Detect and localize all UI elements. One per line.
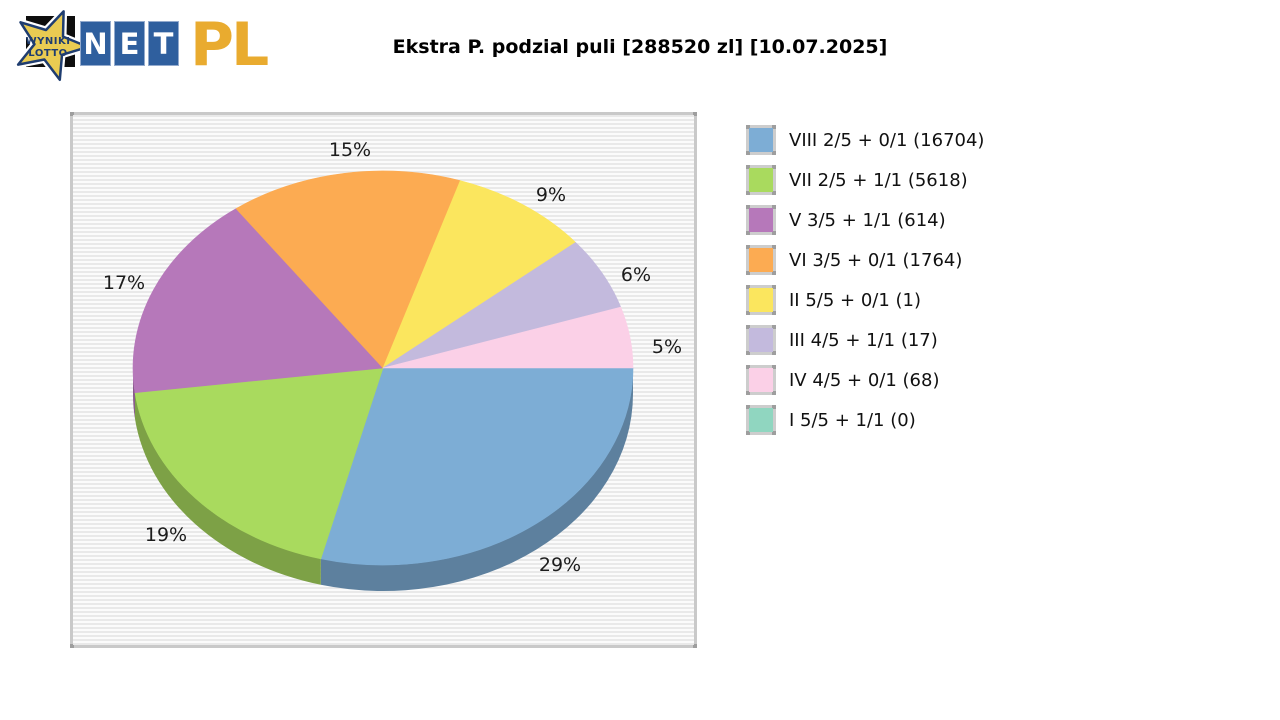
pie-percentage-label: 15%	[329, 139, 371, 161]
legend-label: VIII 2/5 + 0/1 (16704)	[789, 129, 985, 151]
pie-percentage-label: 19%	[145, 524, 187, 546]
legend-item: VII 2/5 + 1/1 (5618)	[746, 160, 984, 200]
chart-legend: VIII 2/5 + 0/1 (16704) VII 2/5 + 1/1 (561…	[746, 120, 984, 440]
legend-label: III 4/5 + 1/1 (17)	[789, 329, 938, 351]
legend-swatch	[746, 285, 776, 315]
legend-label: VI 3/5 + 0/1 (1764)	[789, 249, 963, 271]
pie-chart: 29% 19% 17% 15% 9% 6% 5%	[103, 139, 682, 591]
logo-star-text-2: LOTTO	[28, 48, 67, 59]
logo-pl-text: PL	[190, 10, 269, 80]
logo-tile-n: N	[80, 21, 111, 66]
legend-label: IV 4/5 + 0/1 (68)	[789, 369, 940, 391]
pie-percentage-label: 5%	[652, 336, 682, 358]
lotto-star-icon: WYNIKI LOTTO	[14, 7, 92, 84]
legend-swatch	[746, 125, 776, 155]
pie-percentage-label: 9%	[536, 184, 566, 206]
legend-swatch-color	[749, 248, 773, 272]
legend-swatch-color	[749, 288, 773, 312]
pie-slice-3	[235, 170, 461, 369]
pie-percentage-label: 17%	[103, 272, 145, 294]
legend-label: V 3/5 + 1/1 (614)	[789, 209, 946, 231]
legend-swatch-color	[749, 328, 773, 352]
legend-swatch-color	[749, 168, 773, 192]
legend-label: I 5/5 + 1/1 (0)	[789, 409, 916, 431]
legend-item: VI 3/5 + 0/1 (1764)	[746, 240, 984, 280]
legend-swatch-color	[749, 128, 773, 152]
plot-area: 29% 19% 17% 15% 9% 6% 5%	[73, 115, 694, 645]
legend-label: VII 2/5 + 1/1 (5618)	[789, 169, 968, 191]
plot-area-frame: 29% 19% 17% 15% 9% 6% 5%	[70, 112, 697, 648]
pie-slice-1	[134, 367, 384, 560]
chart-title: Ekstra P. podzial puli [288520 zl] [10.0…	[392, 36, 888, 58]
legend-item: VIII 2/5 + 0/1 (16704)	[746, 120, 984, 160]
legend-item: V 3/5 + 1/1 (614)	[746, 200, 984, 240]
logo-tile-t: T	[148, 21, 179, 66]
legend-swatch	[746, 325, 776, 355]
legend-label: II 5/5 + 0/1 (1)	[789, 289, 922, 311]
legend-item: I 5/5 + 1/1 (0)	[746, 400, 984, 440]
pie-slice-6	[382, 306, 634, 369]
logo-tile-e: E	[114, 21, 145, 66]
legend-swatch-color	[749, 368, 773, 392]
pie-slice-side-0	[320, 368, 633, 591]
logo-star-text-1: WYNIKI	[26, 36, 71, 47]
pie-slice-4	[382, 180, 577, 369]
legend-item: IV 4/5 + 0/1 (68)	[746, 360, 984, 400]
legend-item: II 5/5 + 0/1 (1)	[746, 280, 984, 320]
pie-slice-0	[320, 367, 634, 566]
legend-swatch	[746, 205, 776, 235]
legend-swatch	[746, 245, 776, 275]
pie-slice-side-1	[134, 392, 321, 585]
legend-swatch	[746, 165, 776, 195]
pie-percentage-label: 6%	[621, 264, 651, 286]
legend-swatch-color	[749, 408, 773, 432]
legend-item: III 4/5 + 1/1 (17)	[746, 320, 984, 360]
pie-percentage-label: 29%	[539, 554, 581, 576]
legend-swatch	[746, 365, 776, 395]
legend-swatch-color	[749, 208, 773, 232]
pie-slice-2	[132, 208, 384, 394]
legend-swatch	[746, 405, 776, 435]
